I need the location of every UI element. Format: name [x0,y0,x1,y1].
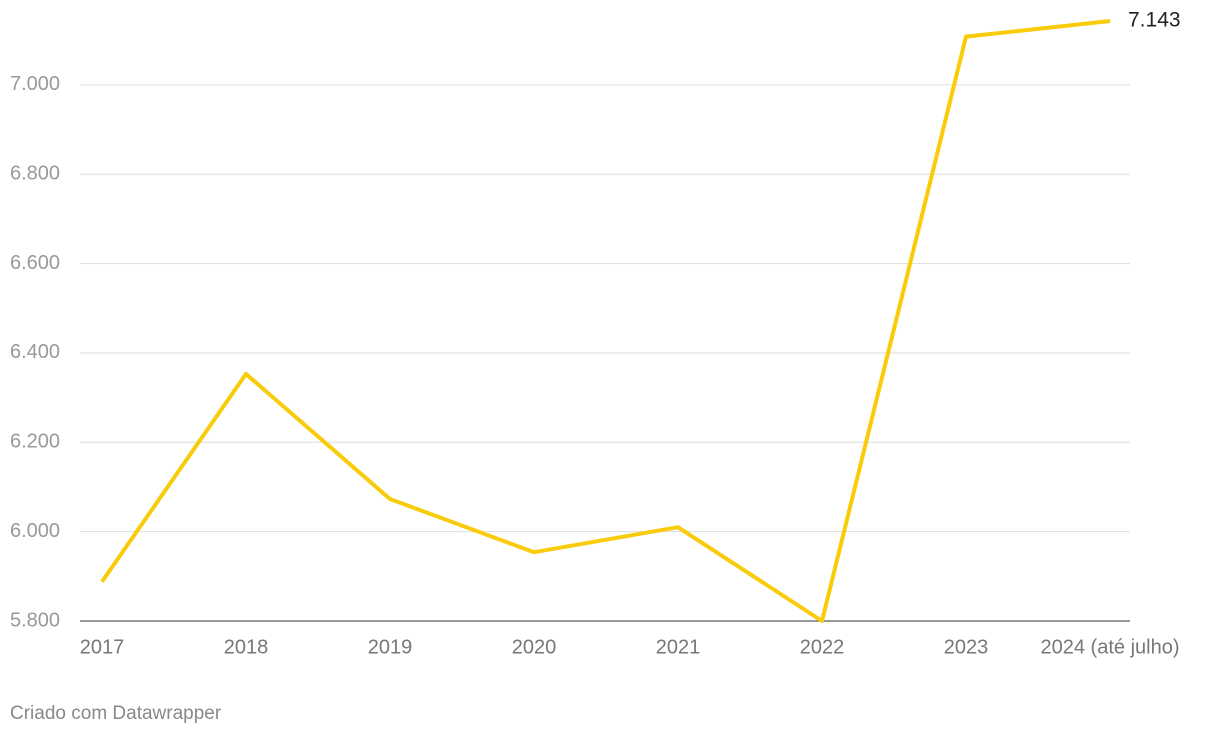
value-label: 7.143 [1128,9,1181,32]
y-tick-label: 6.400 [10,341,60,363]
x-tick-label: 2023 [944,636,989,658]
x-tick-label: 2022 [800,636,845,658]
x-tick-label: 2017 [80,636,125,658]
x-tick-label: 2020 [512,636,557,658]
y-tick-label: 6.200 [10,431,60,453]
y-tick-label: 6.600 [10,252,60,274]
y-tick-label: 6.000 [10,520,60,542]
x-tick-label: 2024 (até julho) [1041,636,1180,658]
x-tick-label: 2021 [656,636,701,658]
y-tick-label: 7.000 [10,73,60,95]
footer: Criado com Datawrapper [10,703,222,724]
y-tick-label: 6.800 [10,163,60,185]
x-tick-label: 2018 [224,636,269,658]
x-tick-label: 2019 [368,636,413,658]
y-tick-label: 5.800 [10,609,60,631]
line [100,19,1111,623]
